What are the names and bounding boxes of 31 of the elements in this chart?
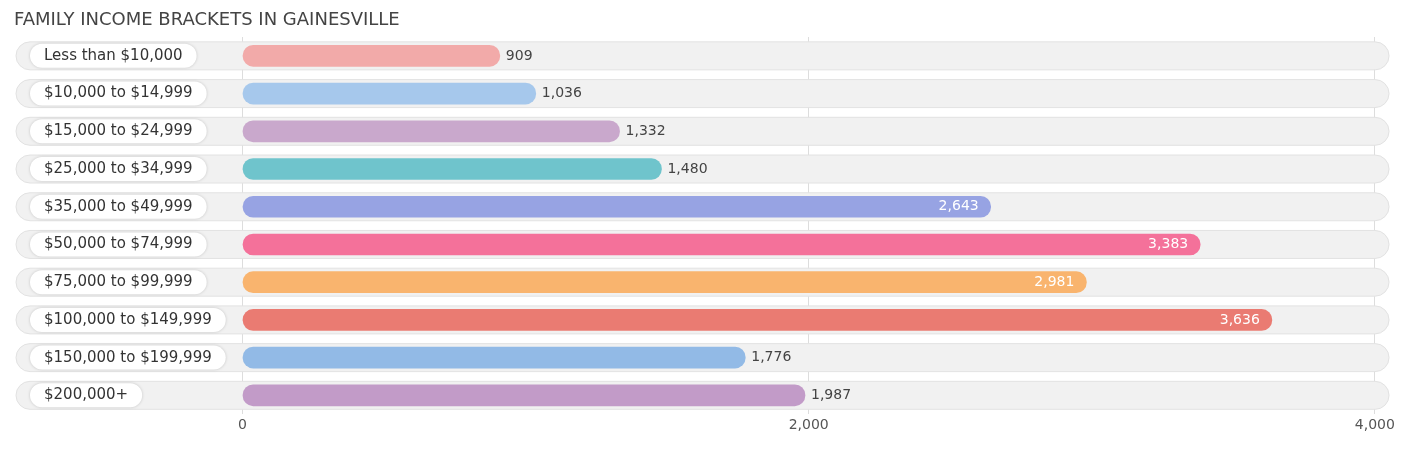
bar [242,82,537,105]
y-tick-label: $100,000 to $149,999 [44,309,212,328]
y-tick-label: $35,000 to $49,999 [44,196,193,215]
bar [242,309,1273,331]
y-tick-label: $75,000 to $99,999 [44,272,193,291]
x-tick-label: 4,000 [1354,416,1395,433]
y-tick-label: $150,000 to $199,999 [44,347,212,366]
data-label: 3,383 [1148,235,1189,252]
data-label: 1,987 [811,385,852,402]
data-label: 3,636 [1219,310,1260,327]
y-tick-label: $200,000+ [44,385,129,404]
data-label: 2,643 [938,197,979,214]
y-tick-label: $25,000 to $34,999 [44,158,193,177]
y-tick-label: $10,000 to $14,999 [44,83,193,102]
bar [242,195,992,218]
x-tick-label: 2,000 [788,416,829,433]
bar [242,271,1087,294]
data-label: 1,776 [751,348,792,365]
data-label: 2,981 [1034,272,1075,289]
data-label: 1,036 [541,84,582,101]
data-label: 1,480 [667,159,708,176]
bar [242,120,620,143]
y-tick-label: $15,000 to $24,999 [44,121,193,140]
x-tick-label: 0 [238,416,247,433]
data-label: 909 [505,46,533,63]
bar [242,158,662,180]
y-tick-label: $50,000 to $74,999 [44,234,193,253]
data-label: 1,332 [625,121,666,138]
chart-title: FAMILY INCOME BRACKETS IN GAINESVILLE [14,8,401,29]
bar [242,45,501,67]
y-tick-label: Less than $10,000 [44,45,183,64]
